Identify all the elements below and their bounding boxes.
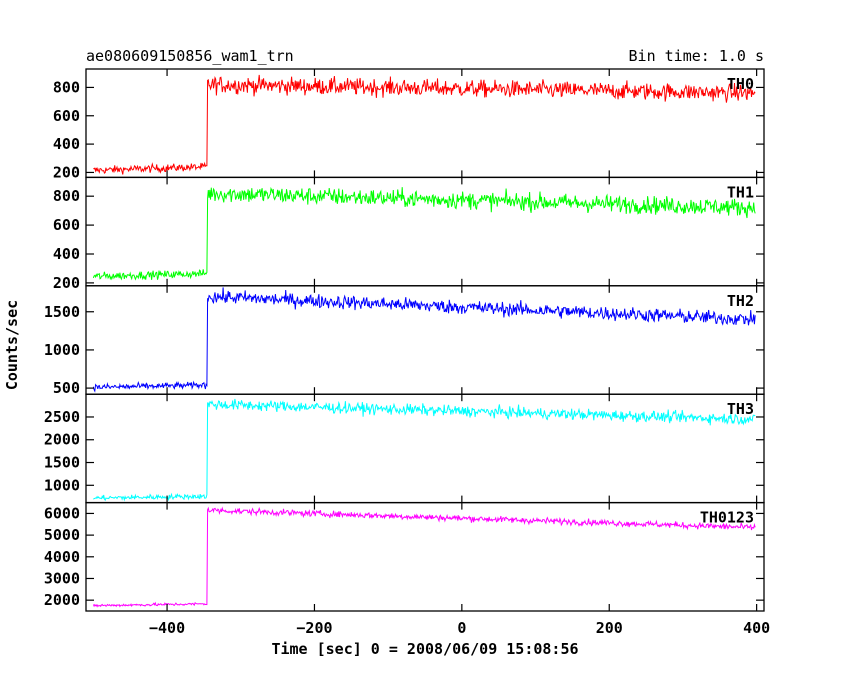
x-tick-label: 0 [457,619,466,637]
bin-time-label: Bin time: 1.0 s [629,47,764,65]
panel-th0123: 2000 3000 4000 5000 6000 TH0123 [44,501,765,612]
panel-name-label: TH2 [727,292,754,310]
y-tick-label: 200 [53,163,80,181]
y-tick-label: 1000 [44,476,80,494]
y-tick-label: 5000 [44,526,80,544]
y-tick-label: 500 [53,379,80,397]
x-tick-label: −200 [296,619,332,637]
panel-th1: 200 400 600 800 TH1 [53,176,765,292]
panel-name-label: TH0 [727,75,754,93]
chart-title: ae080609150856_wam1_trn [86,47,294,65]
y-axis-label: Counts/sec [3,300,21,390]
panel-th0: 200 400 600 800 TH0 [53,68,765,181]
y-tick-label: 800 [53,78,80,96]
series-th2 [92,287,756,393]
y-tick-label: 400 [53,245,80,263]
x-tick-label: −400 [149,619,185,637]
y-tick-label: 1500 [44,303,80,321]
panel-th2: 500 1000 1500 TH2 [44,285,765,397]
panels-group: 200 400 600 800 TH0 200 400 600 800 TH1 500 1000 150… [44,68,770,637]
y-tick-label: 4000 [44,548,80,566]
series-th3 [93,398,756,502]
y-tick-label: 2000 [44,591,80,609]
series-th0123 [92,506,756,608]
y-tick-label: 600 [53,216,80,234]
y-tick-label: 600 [53,107,80,125]
panel-name-label: TH3 [727,400,754,418]
panel-name-label: TH1 [727,183,754,201]
y-tick-label: 1000 [44,341,80,359]
x-tick-label: 400 [743,619,770,637]
panel-frame [85,501,765,612]
panel-frame [85,176,765,287]
panel-th3: 1000 1500 2000 2500 TH3 [44,393,765,504]
y-tick-label: 800 [53,187,80,205]
panel-name-label: TH0123 [700,509,754,527]
y-tick-label: 200 [53,274,80,292]
x-tick-label: 200 [596,619,623,637]
y-tick-label: 2000 [44,431,80,449]
y-tick-label: 400 [53,135,80,153]
series-th1 [92,186,756,281]
x-axis-label: Time [sec] 0 = 2008/06/09 15:08:56 [271,640,578,658]
y-tick-label: 3000 [44,569,80,587]
panel-frame [85,285,765,395]
y-tick-label: 1500 [44,454,80,472]
y-tick-label: 2500 [44,408,80,426]
y-tick-label: 6000 [44,504,80,522]
series-th0 [93,74,756,175]
